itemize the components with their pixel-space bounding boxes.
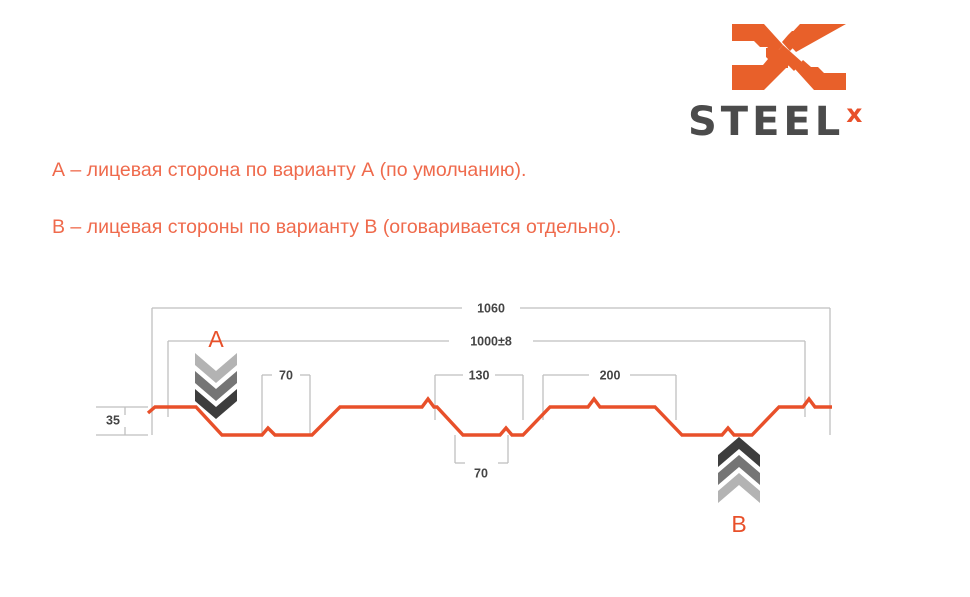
dimension-valley-pitch: 130 — [434, 368, 524, 420]
chevron-up-icon-group — [718, 437, 760, 503]
dimension-effective-width: 1000±8 — [167, 334, 806, 417]
dimension-label-70-top: 70 — [279, 368, 293, 382]
dimension-overall-width: 1060 — [151, 301, 831, 435]
caption-side-a: А – лицевая сторона по варианту А (по ум… — [52, 159, 527, 181]
marker-letter-b: В — [731, 511, 746, 537]
dimension-label-130: 130 — [469, 368, 490, 382]
steelx-x-logo-mark-icon — [730, 18, 848, 96]
wordmark-superscript-x: x — [846, 99, 863, 128]
dimension-label-1000: 1000±8 — [470, 334, 512, 348]
profile-cross-section-drawing: 1060 1000±8 70 130 — [0, 285, 970, 555]
dimension-label-35: 35 — [106, 413, 120, 427]
dimension-rib-pitch: 200 — [542, 368, 677, 420]
dimension-label-200: 200 — [600, 368, 621, 382]
profile-outline — [146, 396, 832, 437]
caption-side-b: В – лицевая стороны по варианту В (огова… — [52, 216, 622, 238]
dimension-label-70-bottom: 70 — [474, 466, 488, 480]
dimension-label-1060: 1060 — [477, 301, 505, 315]
marker-side-a: А — [195, 326, 237, 419]
dimension-valley-width: 70 — [454, 435, 509, 480]
brand-logo: STEEL x — [688, 18, 938, 143]
wordmark-text: STEEL — [688, 99, 845, 145]
chevron-down-icon-group — [195, 353, 237, 419]
dimension-crest-width: 70 — [261, 368, 311, 435]
dimension-profile-height: 35 — [96, 406, 148, 436]
brand-wordmark: STEEL x — [688, 99, 938, 145]
marker-side-b: В — [718, 437, 760, 537]
marker-letter-a: А — [208, 326, 224, 352]
